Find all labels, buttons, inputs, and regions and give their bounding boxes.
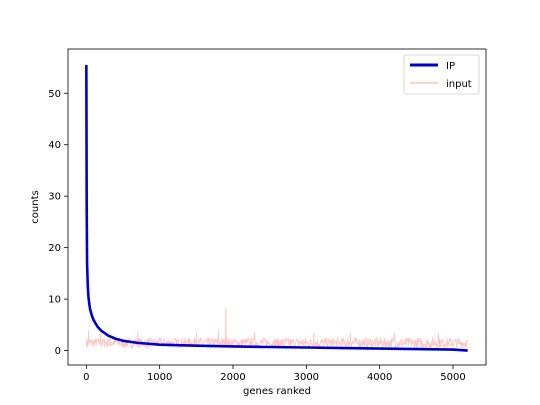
legend: IP input xyxy=(403,54,480,95)
y-tick-label: 30 xyxy=(48,192,61,203)
x-tick-label: 2000 xyxy=(220,372,245,383)
legend-label-ip: IP xyxy=(446,61,455,72)
plot-area xyxy=(68,49,486,365)
y-tick-label: 50 xyxy=(48,89,61,100)
x-axis-label: genes ranked xyxy=(243,386,311,397)
y-tick-label: 20 xyxy=(48,243,61,254)
x-tick-label: 4000 xyxy=(367,372,392,383)
y-tick-label: 0 xyxy=(55,346,61,357)
x-tick-label: 0 xyxy=(83,372,89,383)
y-tick-label: 10 xyxy=(48,295,61,306)
y-tick-label: 40 xyxy=(48,140,61,151)
series-layer xyxy=(85,64,468,352)
x-tick-label: 5000 xyxy=(440,372,465,383)
legend-label-input: input xyxy=(446,79,472,90)
x-tick-label: 1000 xyxy=(147,372,172,383)
series-input-line xyxy=(85,306,468,350)
plot-frame xyxy=(67,48,487,366)
y-axis-label: counts xyxy=(30,190,41,223)
series-ip-line xyxy=(85,64,468,352)
tick-layer: 0 1000 2000 3000 4000 5000 0 10 20 30 40 50 xyxy=(48,89,465,383)
x-tick-label: 3000 xyxy=(294,372,319,383)
